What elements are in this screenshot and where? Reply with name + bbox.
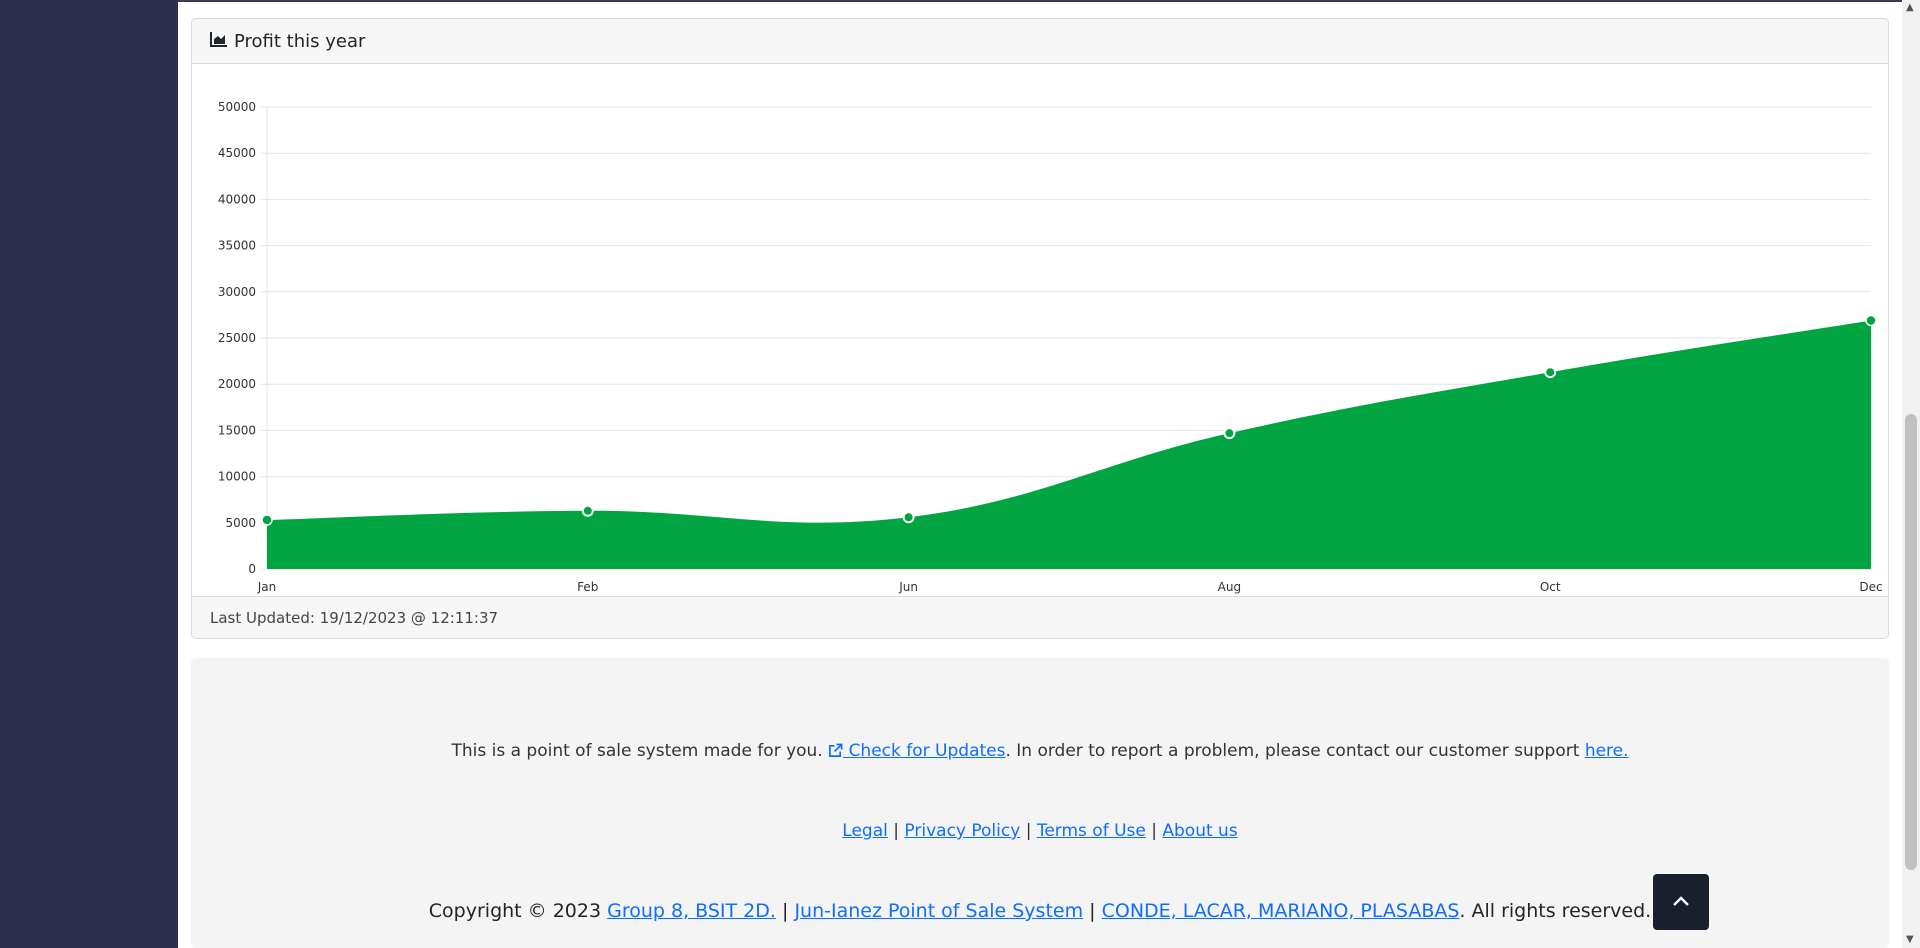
check-updates-label: Check for Updates [848,741,1006,761]
back-to-top-button[interactable] [1653,874,1709,930]
data-point [1223,427,1236,440]
support-here-link[interactable]: here. [1584,741,1629,761]
terms-of-use-link[interactable]: Terms of Use [1036,821,1146,841]
y-tick-label: 20000 [218,377,256,391]
legal-link[interactable]: Legal [842,821,888,841]
y-tick-label: 40000 [218,192,256,206]
group-link[interactable]: Group 8, BSIT 2D. [607,900,776,922]
separator: | [1025,821,1032,841]
last-updated-text: Last Updated: 19/12/2023 @ 12:11:37 [210,608,499,627]
y-tick-label: 45000 [218,146,256,160]
y-tick-label: 15000 [218,423,256,437]
page-footer: This is a point of sale system made for … [191,658,1889,948]
card-header: Profit this year [192,19,1888,64]
x-tick-label: Jun [898,580,918,594]
check-updates-link[interactable]: Check for Updates [828,741,1005,761]
scroll-thumb[interactable] [1905,414,1917,870]
data-point [581,504,594,517]
x-tick-label: Feb [577,580,598,594]
y-tick-label: 50000 [218,100,256,114]
about-us-link[interactable]: About us [1162,821,1238,841]
rights-text: . All rights reserved. [1459,900,1652,922]
footer-support-text: . In order to report a problem, please c… [1005,741,1580,761]
separator: | [781,900,789,922]
y-tick-label: 5000 [225,516,256,530]
y-tick-label: 35000 [218,239,256,253]
separator: | [1089,900,1096,922]
copyright-line: Copyright © 2023 Group 8, BSIT 2D. | Jun… [191,900,1889,922]
footer-intro-text: This is a point of sale system made for … [451,741,823,761]
data-points [261,314,1877,526]
y-tick-label: 10000 [218,470,256,484]
card-title: Profit this year [234,30,366,52]
footer-links-line: Legal | Privacy Policy | Terms of Use | … [191,821,1889,841]
data-point [1865,314,1877,327]
system-link[interactable]: Jun-Ianez Point of Sale System [794,900,1084,922]
card-footer: Last Updated: 19/12/2023 @ 12:11:37 [192,596,1888,638]
y-axis-ticks: 0 5000 10000 15000 20000 25000 30000 35000 40000… [218,100,256,576]
y-tick-label: 25000 [218,331,256,345]
sidebar [0,0,178,948]
y-tick-label: 30000 [218,285,256,299]
area-chart-icon [210,31,234,51]
profit-area [267,320,1871,569]
footer-info-line: This is a point of sale system made for … [191,741,1889,761]
top-divider [178,0,1902,2]
x-tick-label: Jan [257,580,277,594]
copyright-prefix: Copyright © 2023 [428,900,602,922]
main-content: Profit this year 0 5000 10000 15000 20000 250… [178,0,1902,948]
x-axis-ticks: Jan Feb Jun Aug Oct Dec [257,580,1883,594]
x-tick-label: Oct [1540,580,1561,594]
separator: | [1151,821,1157,841]
scroll-up-arrow-icon[interactable]: ▲ [1906,2,1914,13]
separator: | [893,821,900,841]
chevron-up-icon [1671,893,1691,912]
profit-card: Profit this year 0 5000 10000 15000 20000 250… [191,18,1889,639]
data-point [261,514,273,526]
scroll-down-arrow-icon[interactable]: ▼ [1906,934,1914,945]
data-point [1544,366,1557,379]
profit-area-chart: 0 5000 10000 15000 20000 25000 30000 35000 40000… [218,100,1883,594]
y-tick-label: 0 [248,562,256,576]
authors-link[interactable]: CONDE, LACAR, MARIANO, PLASABAS [1101,900,1460,922]
privacy-policy-link[interactable]: Privacy Policy [904,821,1021,841]
x-tick-label: Aug [1218,580,1241,594]
external-link-icon [828,741,848,761]
x-tick-label: Dec [1859,580,1882,594]
data-point [902,511,915,524]
page-scrollbar[interactable]: ▲ ▼ [1902,0,1920,948]
